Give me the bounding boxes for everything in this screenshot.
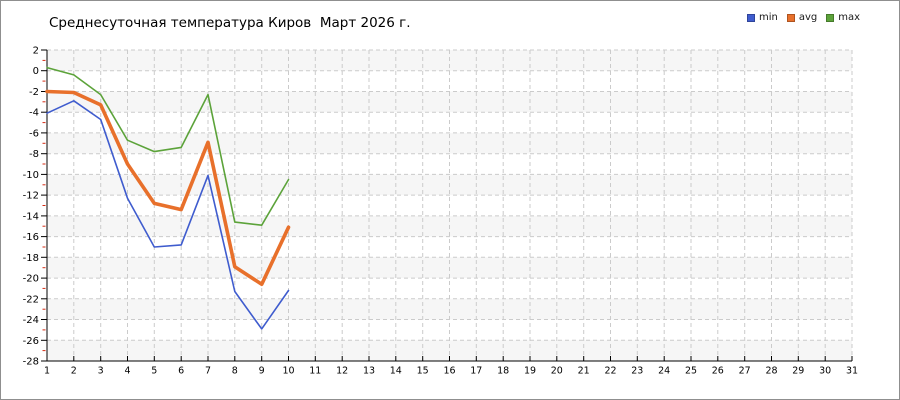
x-tick-label: 2 [71,366,77,377]
x-tick-label: 4 [124,366,130,377]
x-tick-label: 21 [578,366,590,377]
x-tick-label: 1 [44,366,50,377]
x-tick-label: 26 [712,366,724,377]
x-tick-label: 6 [178,366,184,377]
y-tick-label: -14 [23,211,39,222]
chart-title: Среднесуточная температура Киров Март 20… [49,15,411,31]
x-tick-label: 13 [363,366,375,377]
x-tick-label: 24 [658,366,670,377]
legend-item-max: max [826,12,860,23]
legend-swatch-max [826,13,835,22]
x-tick-label: 12 [336,366,348,377]
x-tick-label: 27 [739,366,751,377]
x-tick-label: 19 [524,366,536,377]
x-tick-label: 31 [846,366,858,377]
series-max [46,66,290,226]
legend-item-avg: avg [786,12,818,23]
x-tick-label: 22 [604,366,616,377]
x-tick-label: 11 [309,366,321,377]
x-tick-label: 14 [390,366,402,377]
x-tick-label: 25 [685,366,697,377]
y-tick-label: -22 [23,294,39,305]
y-tick-label: -20 [23,274,39,285]
x-tick-label: 16 [443,366,455,377]
x-tick-label: 9 [259,366,265,377]
legend-label-max: max [838,12,861,23]
legend-item-min: min [747,12,778,23]
x-tick-label: 10 [282,366,294,377]
x-axis: 1 2 3 4 5 6 7 8 9 10 11 12 13 14 15 16 17 18 19 20 21 22 23 24 2… [44,356,858,377]
x-tick-label: 15 [417,366,429,377]
x-tick-label: 18 [497,366,509,377]
y-tick-label: -24 [23,315,39,326]
x-tick-label: 8 [232,366,238,377]
legend-swatch-avg [786,13,795,22]
series [45,66,291,330]
series-avg [45,89,291,287]
y-tick-label: -12 [23,191,39,202]
y-axis: 2 0 -2 -4 -6 -8 -10 -12 -14 -16 -18 -20 -22 -24 -26 -28 [23,46,47,368]
y-tick-label: -18 [23,253,39,264]
legend: min avg max [747,12,860,23]
x-tick-label: 20 [551,366,563,377]
x-tick-label: 30 [819,366,831,377]
y-tick-label: -8 [29,149,39,160]
x-tick-label: 5 [151,366,157,377]
x-tick-label: 28 [765,366,777,377]
legend-swatch-min [747,13,755,22]
x-tick-label: 3 [98,366,104,377]
y-tick-label: -2 [29,87,39,98]
x-tick-label: 29 [792,366,804,377]
y-tick-label: -10 [23,170,39,181]
y-tick-label: -4 [29,108,39,119]
y-axis-minor-ticks [42,59,46,352]
x-tick-label: 17 [470,366,482,377]
legend-label-avg: avg [798,12,818,23]
y-tick-label: -26 [23,336,39,347]
series-min [46,100,290,330]
y-tick-label: 0 [33,66,39,77]
y-tick-label: -6 [29,128,39,139]
plot-band [47,340,852,361]
x-tick-label: 23 [631,366,643,377]
x-tick-label: 7 [205,366,211,377]
legend-label-min: min [759,12,778,23]
y-tick-label: -28 [23,357,39,368]
y-tick-label: 2 [33,46,39,57]
y-tick-label: -16 [23,232,39,243]
